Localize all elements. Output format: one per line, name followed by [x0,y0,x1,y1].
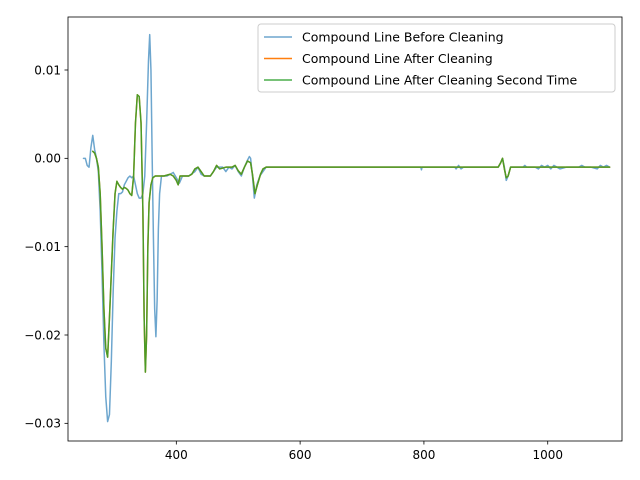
x-tick-label: 1000 [532,448,563,462]
legend-label-3: Compound Line After Cleaning Second Time [302,73,578,88]
legend-label-2: Compound Line After Cleaning [302,51,493,66]
x-tick-label: 800 [412,448,435,462]
series-line-3 [92,93,611,373]
legend-label-1: Compound Line Before Cleaning [302,30,504,45]
y-axis: 0.01 0.00 −0.01 −0.02 −0.03 [24,63,68,431]
y-tick-label: −0.01 [24,240,61,254]
y-tick-label: −0.02 [24,328,61,342]
y-tick-label: −0.03 [24,417,61,431]
legend: Compound Line Before Cleaning Compound Li… [257,23,616,93]
legend-box [257,23,616,93]
plot-area [67,16,623,442]
x-axis: 400 600 800 1000 [165,441,563,462]
y-tick-label: 0.01 [34,63,61,77]
series-layer [82,33,611,423]
x-tick-label: 600 [289,448,312,462]
x-tick-label: 400 [165,448,188,462]
y-tick-label: 0.00 [34,152,61,166]
plot-frame [67,16,623,442]
